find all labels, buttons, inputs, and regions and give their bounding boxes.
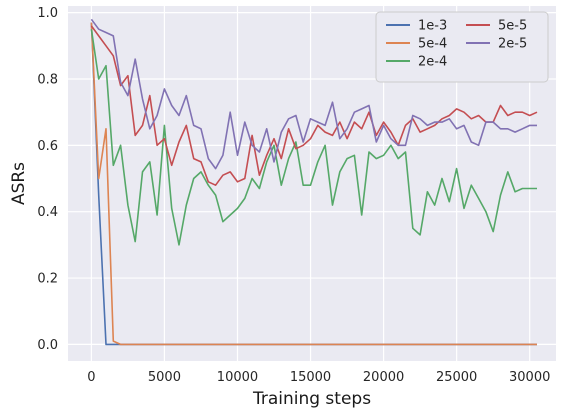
legend-entry-label: 2e-4 <box>418 55 447 70</box>
y-tick-label: 0.6 <box>37 139 58 154</box>
y-tick-label: 1.0 <box>37 6 58 21</box>
x-tick-label: 0 <box>87 370 95 385</box>
x-tick-label: 20000 <box>363 370 404 385</box>
x-tick-label: 30000 <box>509 370 550 385</box>
x-tick-label: 5000 <box>148 370 181 385</box>
legend-box <box>375 11 549 83</box>
y-axis-ticks: 0.0 0.2 0.4 0.6 0.8 1.0 <box>37 6 58 353</box>
x-axis-ticks: 0 5000 10000 15000 20000 25000 30000 <box>87 370 550 385</box>
series-line-2e-4 <box>90 29 537 246</box>
legend: 1e-3 5e-4 2e-4 5e-5 2e-5 <box>375 11 549 83</box>
x-axis-label: Training steps <box>252 389 371 409</box>
y-tick-label: 0.4 <box>37 205 58 220</box>
y-tick-label: 0.8 <box>37 72 58 87</box>
x-tick-label: 25000 <box>436 370 477 385</box>
legend-entry-label: 5e-5 <box>498 19 527 34</box>
legend-entry-label: 2e-5 <box>498 37 527 52</box>
y-tick-label: 0.0 <box>37 338 58 353</box>
legend-entry-label: 5e-4 <box>418 37 447 52</box>
y-tick-label: 0.2 <box>37 272 58 287</box>
series-lines <box>90 18 538 346</box>
x-tick-label: 10000 <box>217 370 258 385</box>
series-line-2e-5 <box>90 18 537 170</box>
x-tick-label: 15000 <box>290 370 331 385</box>
series-line-5e-5 <box>90 25 538 186</box>
y-axis-label: ASRs <box>9 162 29 205</box>
series-line-5e-4 <box>90 22 537 346</box>
legend-entry-label: 1e-3 <box>418 19 447 34</box>
